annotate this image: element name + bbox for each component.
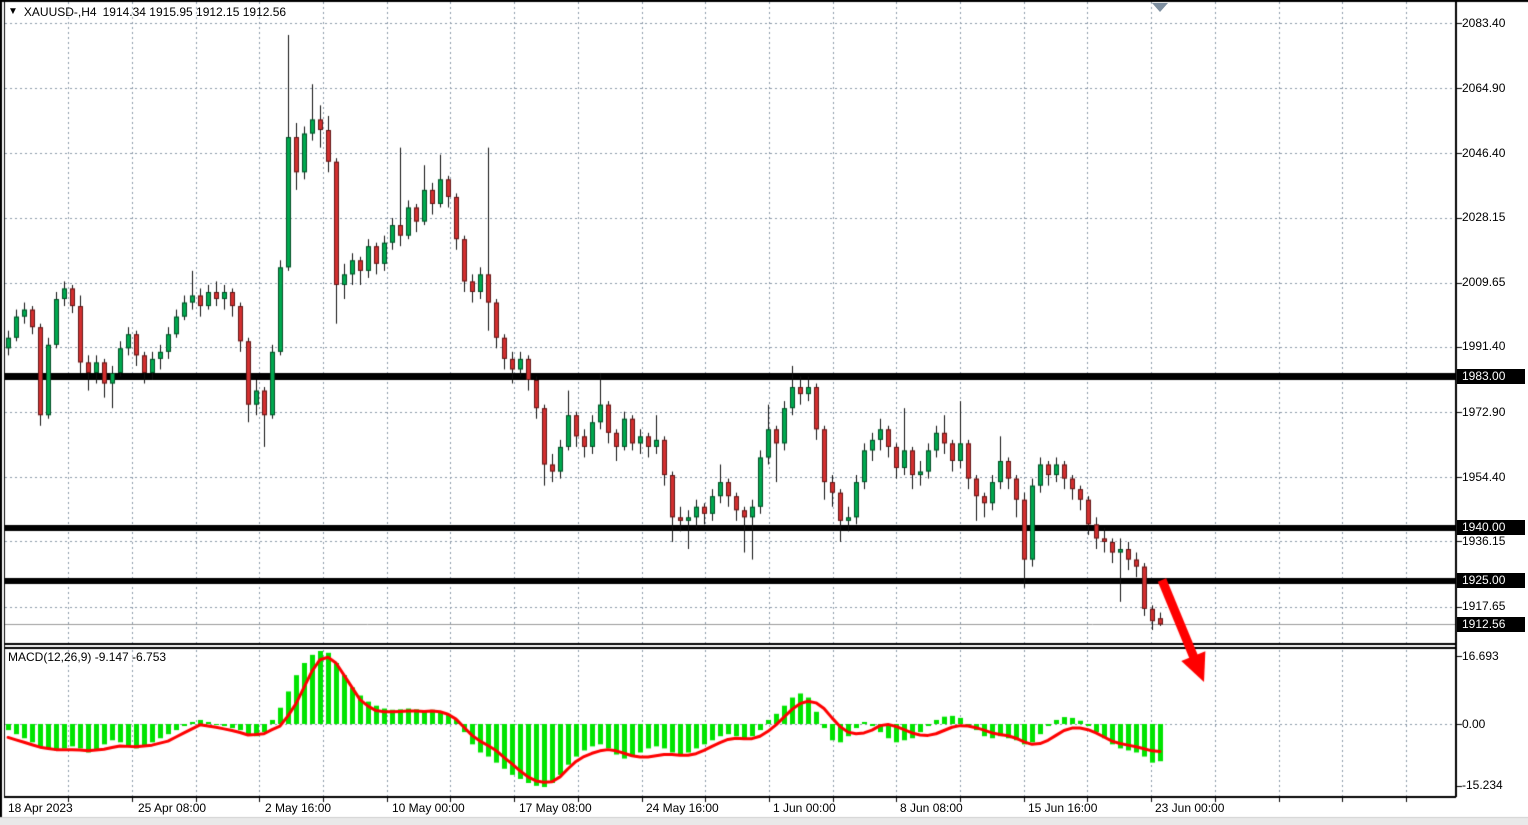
- price-level-badge: 1983.00: [1457, 368, 1525, 384]
- time-axis-label: 2 May 16:00: [265, 801, 332, 815]
- macd-scale-label: 0.00: [1462, 716, 1486, 731]
- price-axis-label: 2028.15: [1462, 210, 1506, 225]
- price-axis-label: 1936.15: [1462, 533, 1506, 548]
- price-axis-label: 1991.40: [1462, 339, 1506, 354]
- price-level-badge: 1925.00: [1457, 573, 1525, 589]
- macd-indicator-label: MACD(12,26,9) -9.147 -6.753: [8, 650, 167, 664]
- price-axis-label: 2083.40: [1462, 15, 1506, 30]
- time-axis-label: 24 May 16:00: [646, 801, 719, 815]
- time-axis-label: 10 May 00:00: [392, 801, 465, 815]
- scroll-to-end-marker-icon[interactable]: [1152, 3, 1168, 12]
- time-axis-label: 23 Jun 00:00: [1155, 801, 1225, 815]
- time-axis-label: 15 Jun 16:00: [1028, 801, 1098, 815]
- time-axis-label: 17 May 08:00: [519, 801, 592, 815]
- price-axis-label: 2064.90: [1462, 80, 1506, 95]
- time-axis-label: 18 Apr 2023: [8, 801, 73, 815]
- price-axis-label: 1972.90: [1462, 404, 1506, 419]
- price-axis-label: 2046.40: [1462, 145, 1506, 160]
- time-axis-label: 8 Jun 08:00: [900, 801, 963, 815]
- price-axis-label: 1917.65: [1462, 599, 1506, 614]
- price-level-badge: 1940.00: [1457, 520, 1525, 536]
- macd-scale-label: -15.234: [1462, 778, 1503, 793]
- price-axis-label: 2009.65: [1462, 275, 1506, 290]
- ohlc-values: 1914.34 1915.95 1912.15 1912.56: [102, 5, 287, 19]
- price-level-badge: 1912.56: [1457, 616, 1525, 632]
- symbol-dropdown-icon[interactable]: ▼: [8, 6, 18, 17]
- price-axis-label: 1954.40: [1462, 469, 1506, 484]
- time-axis-label: 1 Jun 00:00: [773, 801, 836, 815]
- time-axis-label: 25 Apr 08:00: [138, 801, 207, 815]
- symbol-timeframe-title: XAUUSD-,H4: [23, 5, 97, 19]
- chart-header: ▼ XAUUSD-,H4 1914.34 1915.95 1912.15 191…: [8, 4, 286, 20]
- macd-scale-label: 16.693: [1462, 648, 1499, 663]
